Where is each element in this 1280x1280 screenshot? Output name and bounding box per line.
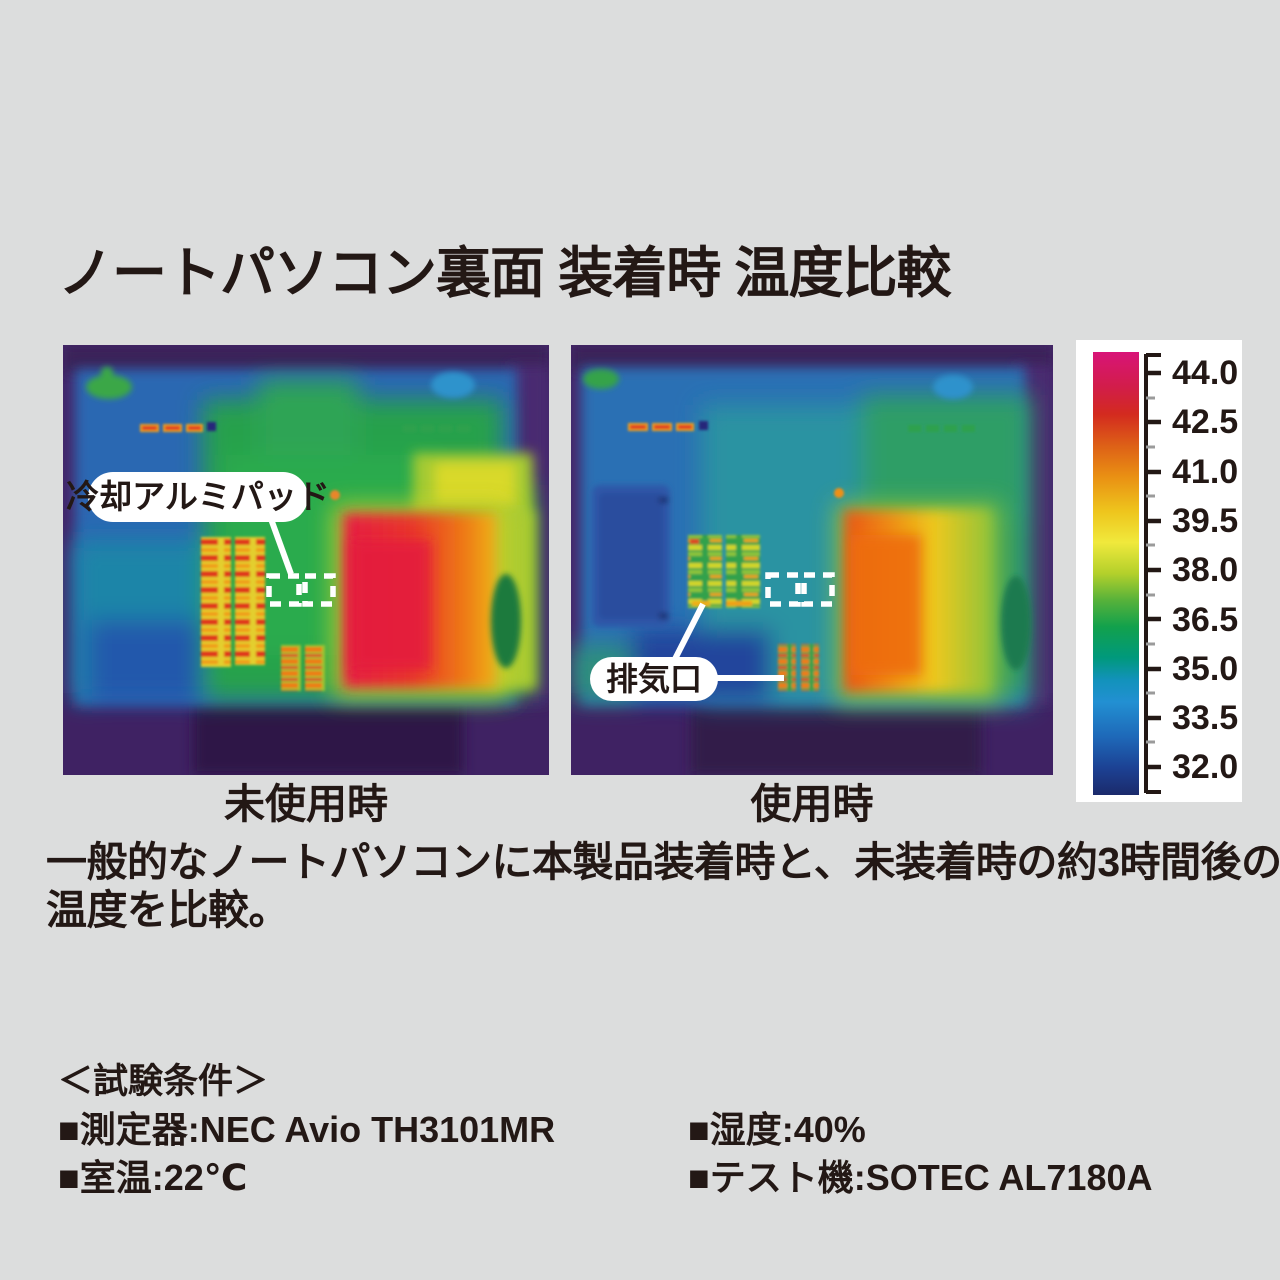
thermal-heatmap-unused: 冷却アルミパッド <box>63 345 549 775</box>
grip-oval <box>1001 576 1031 670</box>
scale-tick-33.5: 33.5 <box>1172 699 1239 737</box>
rubber-foot <box>86 367 132 399</box>
callout-exhaust-label: 排気口 <box>606 661 702 697</box>
scale-ruler <box>1144 353 1161 794</box>
hot-region-unused <box>333 505 509 697</box>
vent-grid-cooled <box>688 535 760 608</box>
callout-bubble-exhaust: 排気口 <box>590 657 718 701</box>
pad-position-marker <box>266 573 336 607</box>
scale-tick-44.0: 44.0 <box>1172 354 1239 392</box>
condition-measuring-device: ■測定器:NEC Avio TH3101MR <box>58 1109 556 1150</box>
foot-top-right <box>431 372 475 398</box>
callout-line-up <box>672 602 706 661</box>
temperature-scale: 44.0 42.5 41.0 39.5 38.0 36.5 35.0 33.5 … <box>1076 340 1242 802</box>
vent-grid-bottom <box>281 645 325 691</box>
panel-label-unused: 未使用時 <box>224 781 388 827</box>
description-line-1: 一般的なノートパソコンに本製品装着時と、未装着時の約3時間後の <box>46 839 1280 885</box>
thermal-image-unused: 冷却アルミパッド <box>63 345 549 775</box>
scale-tick-32.0: 32.0 <box>1172 748 1239 786</box>
hot-region-in-use <box>835 503 1001 703</box>
grip-oval <box>491 574 521 668</box>
foot-top-right <box>933 375 973 399</box>
scale-tick-39.5: 39.5 <box>1172 502 1239 540</box>
memory-door <box>592 485 670 627</box>
vent-dash-row <box>140 422 470 432</box>
scale-tick-41.0: 41.0 <box>1172 453 1239 491</box>
vent-grid-hot <box>201 537 265 667</box>
condition-test-machine: ■テスト機:SOTEC AL7180A <box>688 1157 1153 1198</box>
condition-humidity: ■湿度:40% <box>688 1109 866 1150</box>
hot-dot <box>834 488 844 498</box>
rubber-foot <box>583 369 619 389</box>
thermal-image-in-use: 排気口 <box>571 345 1053 775</box>
callout-cooling-pad-label: 冷却アルミパッド <box>66 478 330 515</box>
pad-position-marker <box>765 572 835 607</box>
callout-line <box>268 517 294 576</box>
scale-tick-35.0: 35.0 <box>1172 650 1239 688</box>
vent-dash-row <box>628 421 975 432</box>
hot-dot <box>330 490 340 500</box>
panel-label-in-use: 使用時 <box>750 781 874 827</box>
callout-bubble-cooling-pad: 冷却アルミパッド <box>66 472 330 522</box>
description-text: 一般的なノートパソコンに本製品装着時と、未装着時の約3時間後の 温度を比較。 <box>46 838 1280 934</box>
thermal-heatmap-in-use: 排気口 <box>571 345 1053 775</box>
condition-room-temperature: ■室温:22℃ <box>58 1157 248 1198</box>
test-conditions-heading: ＜試験条件＞ <box>58 1062 269 1101</box>
temperature-gradient-bar <box>1093 352 1139 795</box>
scale-tick-42.5: 42.5 <box>1172 403 1239 441</box>
page-title: ノートパソコン裏面 装着時 温度比較 <box>58 242 952 304</box>
description-line-2: 温度を比較。 <box>46 887 289 933</box>
scale-tick-36.5: 36.5 <box>1172 601 1239 639</box>
scale-tick-38.0: 38.0 <box>1172 551 1239 589</box>
